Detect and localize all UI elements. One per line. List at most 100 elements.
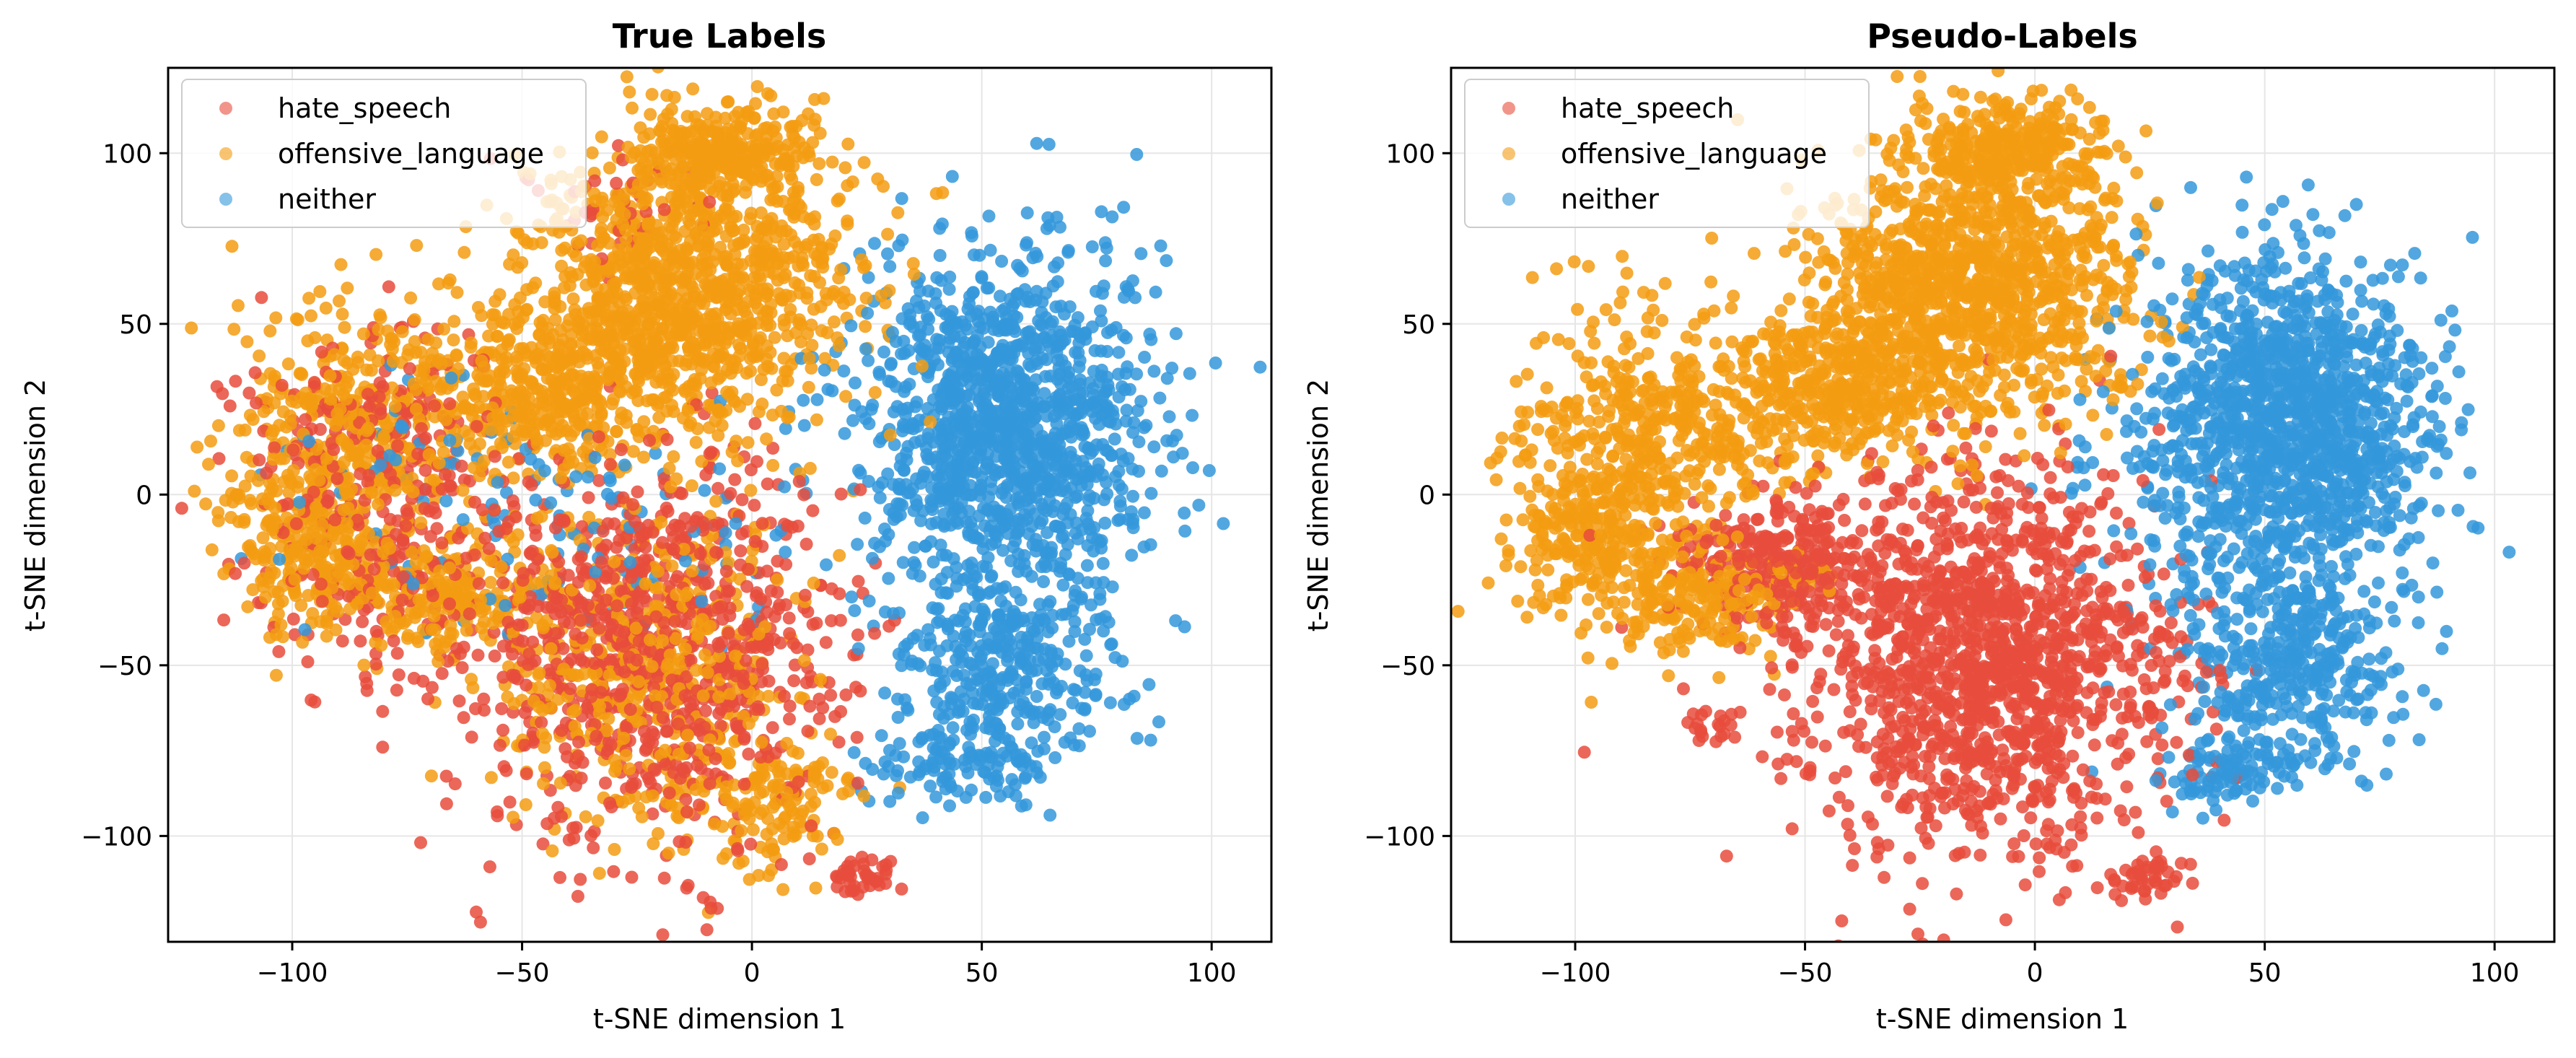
point-offensive-language xyxy=(301,334,315,348)
point-offensive-language xyxy=(662,461,676,475)
point-neither xyxy=(1125,548,1139,562)
point-offensive-language xyxy=(665,559,679,573)
point-hate-speech xyxy=(512,452,526,465)
point-neither xyxy=(1092,457,1105,471)
point-offensive-language xyxy=(841,217,854,231)
point-hate-speech xyxy=(439,769,453,783)
point-neither xyxy=(1120,403,1134,417)
point-hate-speech xyxy=(592,621,606,635)
point-offensive-language xyxy=(558,241,571,255)
point-neither xyxy=(779,546,792,559)
point-hate-speech xyxy=(392,668,406,682)
point-offensive-language xyxy=(669,631,683,645)
point-offensive-language xyxy=(652,827,665,840)
point-neither xyxy=(895,659,908,673)
point-hate-speech xyxy=(895,882,908,896)
point-neither xyxy=(848,398,862,412)
point-neither xyxy=(862,354,875,367)
point-neither xyxy=(862,271,875,284)
point-offensive-language xyxy=(535,385,549,398)
point-offensive-language xyxy=(907,268,921,281)
point-hate-speech xyxy=(599,572,613,585)
point-offensive-language xyxy=(746,823,760,836)
point-offensive-language xyxy=(857,156,871,170)
point-neither xyxy=(844,319,858,333)
point-offensive-language xyxy=(735,824,748,837)
point-neither xyxy=(1083,623,1096,636)
point-offensive-language xyxy=(577,445,590,459)
point-offensive-language xyxy=(494,560,508,574)
point-offensive-language xyxy=(701,239,715,253)
point-hate-speech xyxy=(693,547,707,561)
point-neither xyxy=(1082,517,1095,530)
point-neither xyxy=(956,650,969,663)
point-offensive-language xyxy=(329,623,343,637)
point-hate-speech xyxy=(574,771,588,785)
point-neither xyxy=(995,255,1009,268)
point-hate-speech xyxy=(435,667,449,681)
point-offensive-language xyxy=(689,436,703,449)
point-neither xyxy=(873,491,887,504)
point-neither xyxy=(1022,325,1035,339)
point-hate-speech xyxy=(872,878,886,892)
point-offensive-language xyxy=(685,479,698,493)
point-offensive-language xyxy=(424,769,438,783)
point-neither xyxy=(1186,461,1199,475)
point-hate-speech xyxy=(561,750,574,764)
point-hate-speech xyxy=(755,517,769,530)
point-neither xyxy=(1029,533,1043,546)
point-hate-speech xyxy=(806,618,820,631)
point-offensive-language xyxy=(754,206,768,219)
point-neither xyxy=(984,475,998,489)
point-neither xyxy=(451,444,465,458)
point-offensive-language xyxy=(792,135,806,149)
point-hate-speech xyxy=(839,688,853,701)
point-hate-speech xyxy=(571,890,584,903)
point-hate-speech xyxy=(522,647,536,661)
point-neither xyxy=(927,752,941,766)
point-hate-speech xyxy=(825,582,838,595)
point-offensive-language xyxy=(211,419,225,432)
point-neither xyxy=(846,414,859,427)
point-offensive-language xyxy=(582,432,596,445)
point-hate-speech xyxy=(520,678,533,692)
point-hate-speech xyxy=(587,841,600,854)
point-neither xyxy=(1178,506,1191,520)
point-hate-speech xyxy=(783,712,796,726)
point-offensive-language xyxy=(475,605,489,618)
point-neither xyxy=(986,314,999,327)
point-hate-speech xyxy=(556,642,570,655)
point-offensive-language xyxy=(737,235,750,249)
point-neither xyxy=(1053,220,1066,234)
point-hate-speech xyxy=(625,870,639,884)
point-hate-speech xyxy=(748,499,761,512)
point-offensive-language xyxy=(709,494,723,508)
point-hate-speech xyxy=(868,626,882,640)
point-offensive-language xyxy=(431,655,445,668)
point-neither xyxy=(1183,367,1196,380)
point-neither xyxy=(1144,486,1158,500)
point-hate-speech xyxy=(764,584,778,598)
point-offensive-language xyxy=(793,287,807,300)
point-offensive-language xyxy=(410,239,424,253)
point-offensive-language xyxy=(686,82,700,96)
point-offensive-language xyxy=(771,573,784,587)
point-offensive-language xyxy=(770,383,784,397)
point-neither xyxy=(1051,372,1064,386)
point-hate-speech xyxy=(468,495,481,509)
point-offensive-language xyxy=(859,292,873,305)
point-offensive-language xyxy=(543,393,557,407)
point-neither xyxy=(1038,387,1051,401)
point-hate-speech xyxy=(704,901,718,915)
point-offensive-language xyxy=(751,316,765,330)
point-neither xyxy=(603,471,616,485)
point-neither xyxy=(649,447,662,460)
point-hate-speech xyxy=(237,556,251,570)
point-neither xyxy=(1112,465,1126,478)
point-offensive-language xyxy=(447,333,460,347)
point-neither xyxy=(1129,291,1142,305)
point-hate-speech xyxy=(783,699,797,713)
point-neither xyxy=(895,452,908,465)
point-hate-speech xyxy=(496,639,510,653)
point-hate-speech xyxy=(286,443,300,457)
